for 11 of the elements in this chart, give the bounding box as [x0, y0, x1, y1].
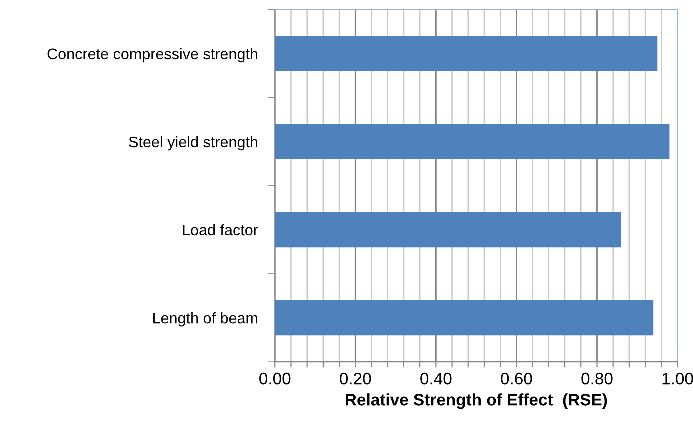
y-tick-label: Length of beam — [154, 312, 258, 327]
x-tick-label: 1.00 — [662, 372, 693, 385]
x-tick-label: 0.40 — [420, 372, 452, 385]
y-tick-label: Load factor — [183, 224, 258, 236]
x-tick-label: 0.20 — [340, 372, 372, 385]
x-axis-title: Relative Strength of Effect (RSE) — [346, 394, 608, 410]
x-tick-label: 0.00 — [260, 372, 291, 385]
y-tick-label: Steel yield strength — [129, 136, 258, 151]
x-tick-label: 0.60 — [501, 372, 532, 385]
x-tick-label: 0.80 — [582, 372, 613, 385]
y-tick-label: Concrete compressive strength — [48, 48, 258, 63]
